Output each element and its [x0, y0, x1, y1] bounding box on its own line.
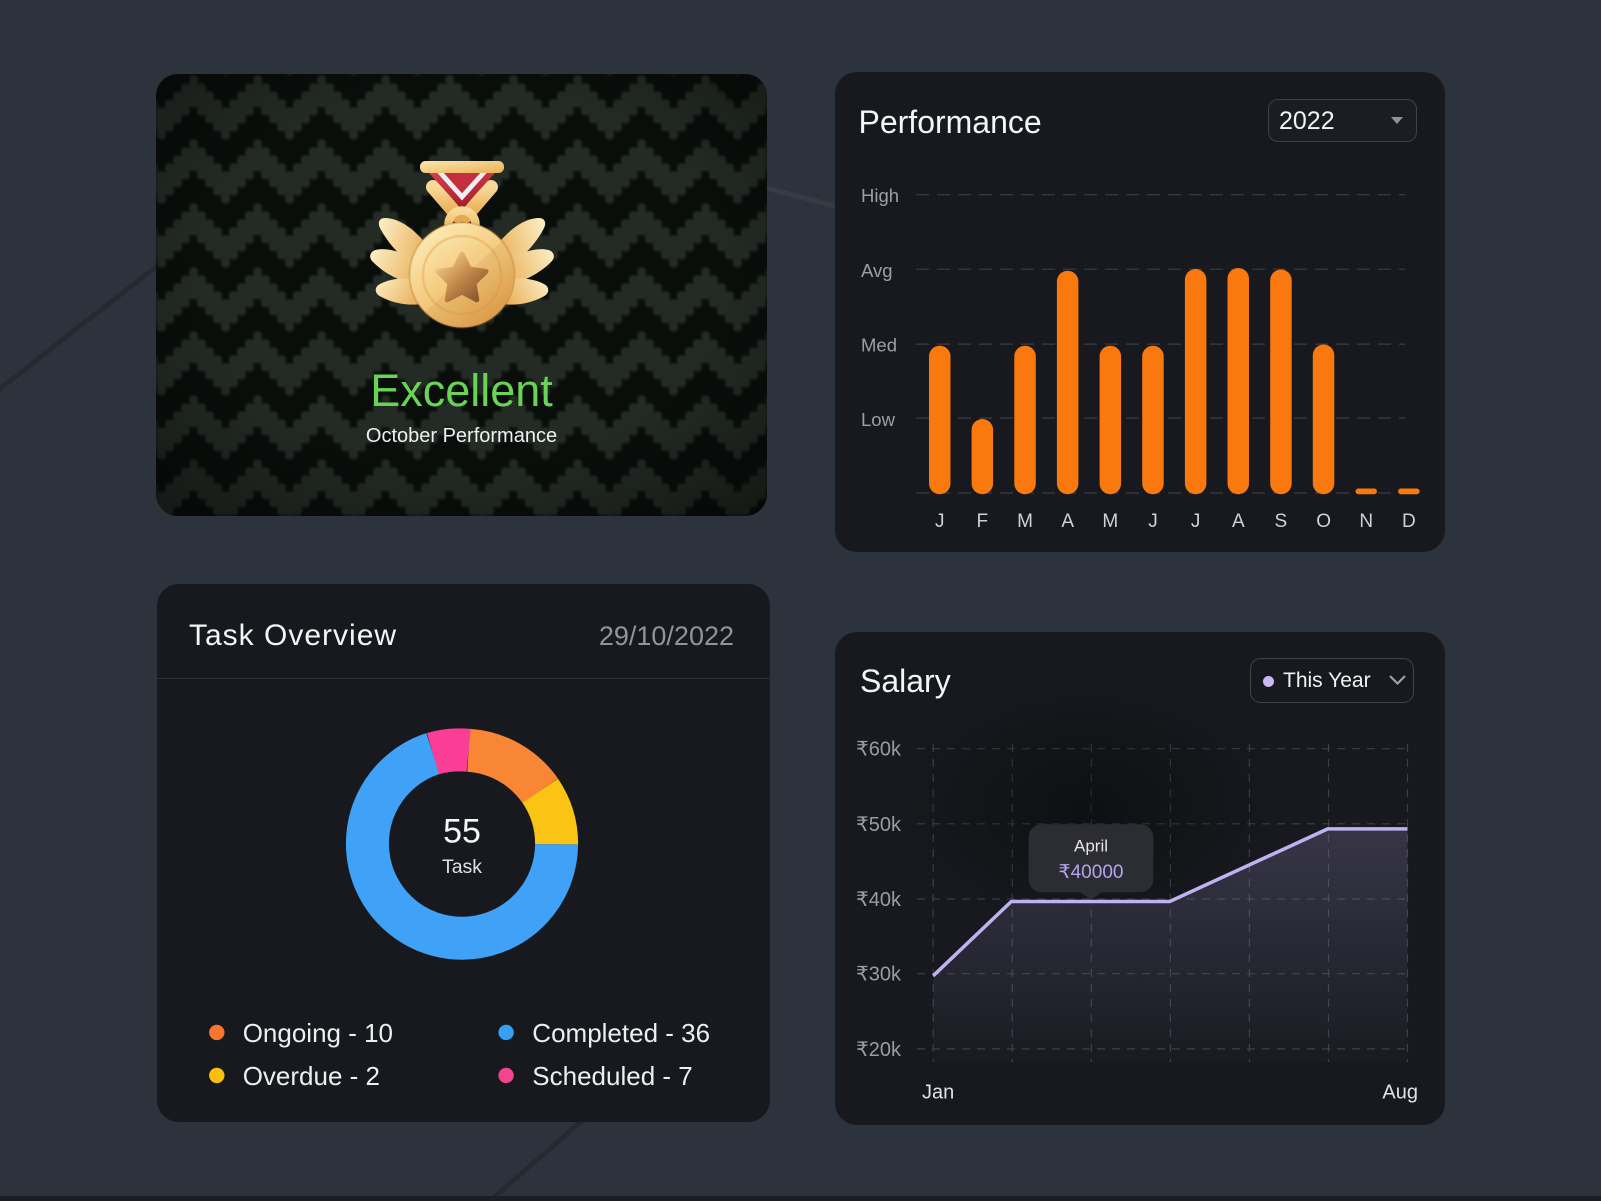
svg-text:J: J — [1191, 511, 1201, 532]
svg-text:High: High — [861, 185, 899, 206]
svg-text:Jan: Jan — [922, 1082, 954, 1104]
svg-text:April: April — [1074, 836, 1108, 855]
svg-text:Overdue - 2: Overdue - 2 — [243, 1061, 380, 1091]
svg-text:₹50k: ₹50k — [856, 814, 902, 836]
svg-text:F: F — [976, 511, 988, 532]
svg-text:O: O — [1316, 511, 1331, 532]
svg-text:₹20k: ₹20k — [856, 1039, 902, 1061]
svg-text:A: A — [1232, 511, 1245, 532]
svg-text:Completed - 36: Completed - 36 — [532, 1018, 710, 1048]
svg-text:₹30k: ₹30k — [856, 964, 902, 986]
svg-text:J: J — [935, 511, 945, 532]
svg-text:N: N — [1359, 511, 1373, 532]
svg-text:M: M — [1102, 511, 1118, 532]
svg-text:Low: Low — [861, 409, 896, 430]
svg-text:Ongoing - 10: Ongoing - 10 — [243, 1018, 393, 1048]
svg-text:M: M — [1017, 511, 1033, 532]
svg-text:D: D — [1402, 511, 1416, 532]
svg-text:₹40k: ₹40k — [856, 889, 902, 911]
svg-text:₹40000: ₹40000 — [1059, 862, 1124, 883]
svg-text:Aug: Aug — [1382, 1082, 1418, 1104]
svg-text:₹60k: ₹60k — [856, 739, 902, 761]
svg-text:A: A — [1061, 511, 1074, 532]
svg-text:Scheduled - 7: Scheduled - 7 — [532, 1061, 692, 1091]
svg-text:S: S — [1275, 511, 1288, 532]
svg-text:J: J — [1148, 511, 1158, 532]
svg-text:55: 55 — [443, 813, 481, 851]
svg-text:Avg: Avg — [861, 260, 893, 281]
svg-text:Task: Task — [442, 856, 482, 878]
svg-text:Med: Med — [861, 335, 897, 356]
